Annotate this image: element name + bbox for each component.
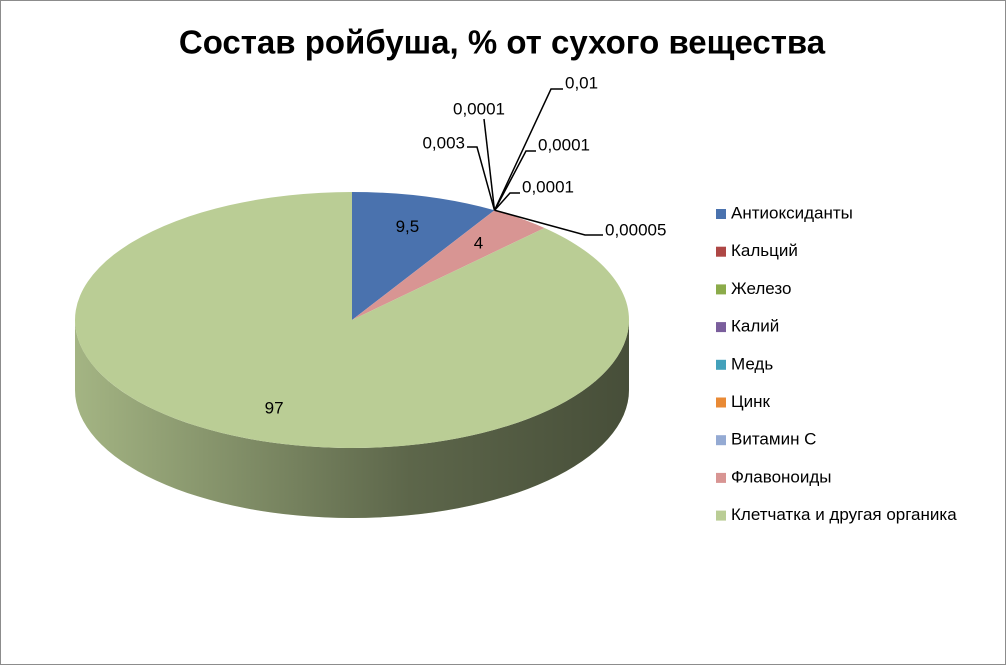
legend-marker <box>716 322 726 333</box>
data-label: 0,0001 <box>538 135 590 154</box>
legend-label: Цинк <box>731 392 770 411</box>
data-label: 0,01 <box>565 73 598 92</box>
data-label: 0,0001 <box>522 177 574 196</box>
legend-marker <box>716 209 726 219</box>
slice <box>352 210 545 320</box>
slice <box>352 210 495 320</box>
slice <box>352 192 495 320</box>
leader-line <box>494 209 603 236</box>
slice <box>352 210 495 320</box>
legend-label: Витамин С <box>731 430 816 449</box>
leader-line <box>467 146 496 211</box>
slice <box>74 192 630 448</box>
legend-label: Антиоксиданты <box>731 203 853 222</box>
slice <box>352 210 495 320</box>
legend-marker <box>716 510 726 521</box>
legend-marker <box>716 246 726 257</box>
legend-label: Калий <box>731 317 779 336</box>
slice <box>352 210 495 320</box>
data-label: 0,00005 <box>605 220 666 239</box>
chart-title: Состав ройбуша, % от сухого вещества <box>179 24 826 61</box>
leader-line <box>493 150 536 211</box>
slice <box>352 210 495 320</box>
legend-label: Медь <box>731 354 773 373</box>
legend-label: Кальций <box>731 241 798 260</box>
side-shade <box>75 320 629 518</box>
legend-marker <box>716 284 726 295</box>
leader-line <box>493 88 563 211</box>
data-label: 4 <box>474 233 483 252</box>
leader-line <box>483 118 496 211</box>
legend-label: Клетчатка и другая органика <box>731 505 957 524</box>
slice <box>352 210 495 320</box>
legend-marker <box>716 472 726 483</box>
data-label: 97 <box>265 398 284 417</box>
data-label: 0,0001 <box>453 99 505 118</box>
legend-marker <box>716 359 726 370</box>
legend-label: Железо <box>731 279 791 298</box>
data-label: 0,003 <box>422 133 465 152</box>
leader-line <box>494 192 520 211</box>
data-label: 9,5 <box>396 217 420 236</box>
legend-marker <box>716 397 726 408</box>
legend-marker <box>716 435 726 446</box>
legend-label: Флавоноиды <box>731 467 832 486</box>
